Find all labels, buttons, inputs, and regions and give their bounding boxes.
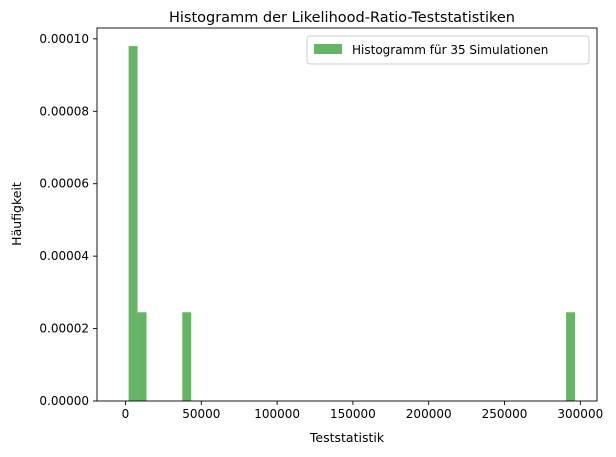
y-tick-label: 0.00000 xyxy=(39,394,89,408)
y-tick-label: 0.00004 xyxy=(39,249,89,263)
y-tick-label: 0.00002 xyxy=(39,322,89,336)
x-tick-label: 300000 xyxy=(557,407,603,421)
x-tick-label: 250000 xyxy=(482,407,528,421)
y-tick-label: 0.00010 xyxy=(39,32,89,46)
x-tick-label: 50000 xyxy=(182,407,220,421)
y-axis-label: Häufigkeit xyxy=(9,182,24,246)
histogram-bar xyxy=(182,312,192,401)
chart-title: Histogramm der Likelihood-Ratio-Teststat… xyxy=(169,10,515,26)
bars-group xyxy=(128,46,576,401)
legend-swatch xyxy=(314,44,342,54)
x-tick-label: 150000 xyxy=(330,407,376,421)
histogram-bar xyxy=(128,46,138,401)
legend-box xyxy=(306,35,590,65)
histogram-bar xyxy=(137,312,147,401)
x-tick-label: 200000 xyxy=(406,407,452,421)
x-tick-label: 100000 xyxy=(254,407,300,421)
legend-entry-label: Histogramm für 35 Simulationen xyxy=(352,43,548,57)
y-tick-label: 0.00006 xyxy=(39,177,89,191)
legend: Histogramm für 35 Simulationen xyxy=(306,35,590,65)
y-axis: 0.00000 0.00002 0.00004 0.00006 0.00008 0.000… xyxy=(39,32,97,408)
x-axis-label: Teststatistik xyxy=(309,430,385,445)
plot-frame xyxy=(96,27,598,402)
histogram-bar xyxy=(566,312,576,401)
x-tick-label: 0 xyxy=(122,407,130,421)
y-tick-label: 0.00008 xyxy=(39,104,89,118)
x-axis: 0 50000 100000 150000 200000 250000 300000 xyxy=(122,401,603,421)
